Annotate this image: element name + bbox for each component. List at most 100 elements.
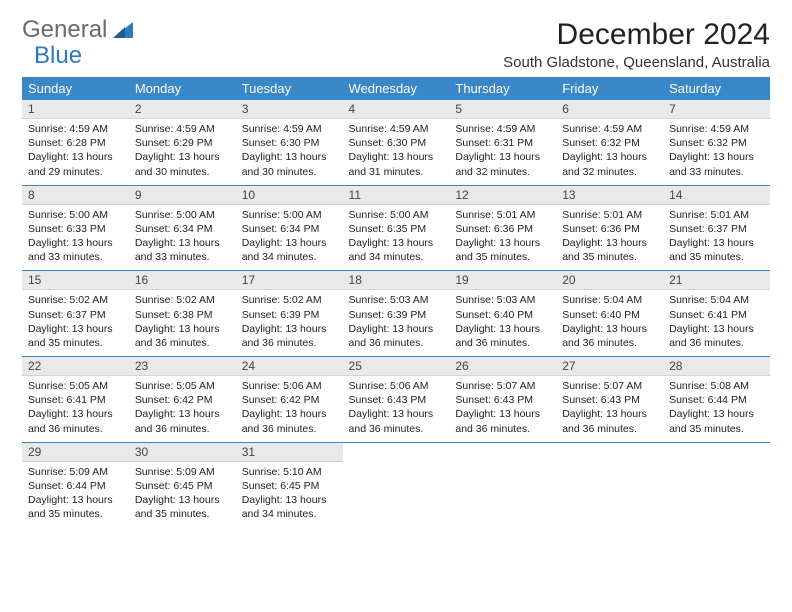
daylight-text: Daylight: 13 hours and 33 minutes.: [135, 236, 230, 264]
calendar-cell: [663, 442, 770, 527]
sunrise-text: Sunrise: 5:00 AM: [135, 208, 230, 222]
sunrise-text: Sunrise: 5:00 AM: [28, 208, 123, 222]
daylight-text: Daylight: 13 hours and 36 minutes.: [562, 407, 657, 435]
sunrise-text: Sunrise: 5:01 AM: [455, 208, 550, 222]
daylight-text: Daylight: 13 hours and 36 minutes.: [562, 322, 657, 350]
sunset-text: Sunset: 6:37 PM: [669, 222, 764, 236]
calendar-cell: 22 Sunrise: 5:05 AMSunset: 6:41 PMDayligh…: [22, 357, 129, 443]
sunset-text: Sunset: 6:35 PM: [349, 222, 444, 236]
day-number: 14: [663, 186, 770, 205]
day-details: Sunrise: 4:59 AMSunset: 6:31 PMDaylight:…: [449, 119, 556, 185]
day-details: Sunrise: 5:04 AMSunset: 6:41 PMDaylight:…: [663, 290, 770, 356]
day-number: 22: [22, 357, 129, 376]
daylight-text: Daylight: 13 hours and 34 minutes.: [242, 493, 337, 521]
day-number: 29: [22, 443, 129, 462]
daylight-text: Daylight: 13 hours and 30 minutes.: [135, 150, 230, 178]
day-details: Sunrise: 5:03 AMSunset: 6:40 PMDaylight:…: [449, 290, 556, 356]
sunrise-text: Sunrise: 5:04 AM: [669, 293, 764, 307]
location-text: South Gladstone, Queensland, Australia: [503, 54, 770, 71]
daylight-text: Daylight: 13 hours and 36 minutes.: [349, 322, 444, 350]
sunset-text: Sunset: 6:45 PM: [242, 479, 337, 493]
sunset-text: Sunset: 6:34 PM: [135, 222, 230, 236]
day-number: 8: [22, 186, 129, 205]
sunset-text: Sunset: 6:44 PM: [28, 479, 123, 493]
daylight-text: Daylight: 13 hours and 30 minutes.: [242, 150, 337, 178]
sunset-text: Sunset: 6:41 PM: [28, 393, 123, 407]
day-number: 2: [129, 100, 236, 119]
sunset-text: Sunset: 6:37 PM: [28, 308, 123, 322]
calendar-cell: 27Sunrise: 5:07 AMSunset: 6:43 PMDayligh…: [556, 357, 663, 443]
sunset-text: Sunset: 6:28 PM: [28, 136, 123, 150]
calendar-cell: [449, 442, 556, 527]
day-number: 27: [556, 357, 663, 376]
sunset-text: Sunset: 6:32 PM: [562, 136, 657, 150]
logo-word1: General: [22, 18, 107, 42]
calendar-cell: 24Sunrise: 5:06 AMSunset: 6:42 PMDayligh…: [236, 357, 343, 443]
sunset-text: Sunset: 6:36 PM: [562, 222, 657, 236]
day-number: 9: [129, 186, 236, 205]
day-number: 19: [449, 271, 556, 290]
day-details: Sunrise: 4:59 AMSunset: 6:29 PMDaylight:…: [129, 119, 236, 185]
daylight-text: Daylight: 13 hours and 35 minutes.: [28, 322, 123, 350]
calendar-cell: 29Sunrise: 5:09 AMSunset: 6:44 PMDayligh…: [22, 442, 129, 527]
sunset-text: Sunset: 6:39 PM: [349, 308, 444, 322]
calendar-cell: 2Sunrise: 4:59 AMSunset: 6:29 PMDaylight…: [129, 100, 236, 185]
day-number: 7: [663, 100, 770, 119]
calendar-cell: 5Sunrise: 4:59 AMSunset: 6:31 PMDaylight…: [449, 100, 556, 185]
sunrise-text: Sunrise: 5:05 AM: [28, 379, 123, 393]
calendar-cell: 28Sunrise: 5:08 AMSunset: 6:44 PMDayligh…: [663, 357, 770, 443]
day-details: Sunrise: 5:02 AMSunset: 6:39 PMDaylight:…: [236, 290, 343, 356]
calendar-row: 22Sunrise: 5:05 AMSunset: 6:41 PMDayligh…: [22, 357, 770, 443]
calendar-cell: 11Sunrise: 5:00 AMSunset: 6:35 PMDayligh…: [343, 185, 450, 271]
sunrise-text: Sunrise: 4:59 AM: [242, 122, 337, 136]
calendar-cell: 8Sunrise: 5:00 AMSunset: 6:33 PMDaylight…: [22, 185, 129, 271]
day-details: Sunrise: 4:59 AMSunset: 6:32 PMDaylight:…: [663, 119, 770, 185]
day-number: 1: [22, 100, 129, 119]
sunset-text: Sunset: 6:44 PM: [669, 393, 764, 407]
sunrise-text: Sunrise: 5:05 AM: [135, 379, 230, 393]
calendar-cell: 9 Sunrise: 5:00 AMSunset: 6:34 PMDaylight…: [129, 185, 236, 271]
sunrise-text: Sunrise: 5:04 AM: [562, 293, 657, 307]
sunrise-text: Sunrise: 5:07 AM: [562, 379, 657, 393]
day-number: 23: [129, 357, 236, 376]
calendar-cell: [343, 442, 450, 527]
daylight-text: Daylight: 13 hours and 35 minutes.: [455, 236, 550, 264]
day-details: Sunrise: 5:06 AMSunset: 6:42 PMDaylight:…: [236, 376, 343, 442]
calendar-cell: 30Sunrise: 5:09 AMSunset: 6:45 PMDayligh…: [129, 442, 236, 527]
daylight-text: Daylight: 13 hours and 36 minutes.: [455, 322, 550, 350]
daylight-text: Daylight: 13 hours and 29 minutes.: [28, 150, 123, 178]
day-header: Wednesday: [343, 77, 450, 100]
day-header: Thursday: [449, 77, 556, 100]
sunset-text: Sunset: 6:34 PM: [242, 222, 337, 236]
sunrise-text: Sunrise: 4:59 AM: [28, 122, 123, 136]
sunrise-text: Sunrise: 5:06 AM: [242, 379, 337, 393]
sunset-text: Sunset: 6:42 PM: [242, 393, 337, 407]
daylight-text: Daylight: 13 hours and 36 minutes.: [28, 407, 123, 435]
daylight-text: Daylight: 13 hours and 36 minutes.: [455, 407, 550, 435]
day-details: Sunrise: 4:59 AMSunset: 6:32 PMDaylight:…: [556, 119, 663, 185]
sunrise-text: Sunrise: 5:09 AM: [28, 465, 123, 479]
day-details: Sunrise: 5:10 AMSunset: 6:45 PMDaylight:…: [236, 462, 343, 528]
sunset-text: Sunset: 6:39 PM: [242, 308, 337, 322]
daylight-text: Daylight: 13 hours and 33 minutes.: [28, 236, 123, 264]
day-details: Sunrise: 5:02 AMSunset: 6:38 PMDaylight:…: [129, 290, 236, 356]
calendar-cell: 17Sunrise: 5:02 AMSunset: 6:39 PMDayligh…: [236, 271, 343, 357]
calendar-cell: 13Sunrise: 5:01 AMSunset: 6:36 PMDayligh…: [556, 185, 663, 271]
day-number: 31: [236, 443, 343, 462]
calendar-cell: 12Sunrise: 5:01 AMSunset: 6:36 PMDayligh…: [449, 185, 556, 271]
day-number: 6: [556, 100, 663, 119]
sunset-text: Sunset: 6:29 PM: [135, 136, 230, 150]
sunset-text: Sunset: 6:40 PM: [455, 308, 550, 322]
daylight-text: Daylight: 13 hours and 33 minutes.: [669, 150, 764, 178]
day-number: 30: [129, 443, 236, 462]
day-number: 15: [22, 271, 129, 290]
calendar-cell: 3Sunrise: 4:59 AMSunset: 6:30 PMDaylight…: [236, 100, 343, 185]
day-number: 3: [236, 100, 343, 119]
calendar-cell: [556, 442, 663, 527]
daylight-text: Daylight: 13 hours and 31 minutes.: [349, 150, 444, 178]
sunrise-text: Sunrise: 5:03 AM: [349, 293, 444, 307]
calendar-row: 1Sunrise: 4:59 AMSunset: 6:28 PMDaylight…: [22, 100, 770, 185]
calendar-cell: 15Sunrise: 5:02 AMSunset: 6:37 PMDayligh…: [22, 271, 129, 357]
sunset-text: Sunset: 6:38 PM: [135, 308, 230, 322]
day-details: Sunrise: 5:02 AMSunset: 6:37 PMDaylight:…: [22, 290, 129, 356]
